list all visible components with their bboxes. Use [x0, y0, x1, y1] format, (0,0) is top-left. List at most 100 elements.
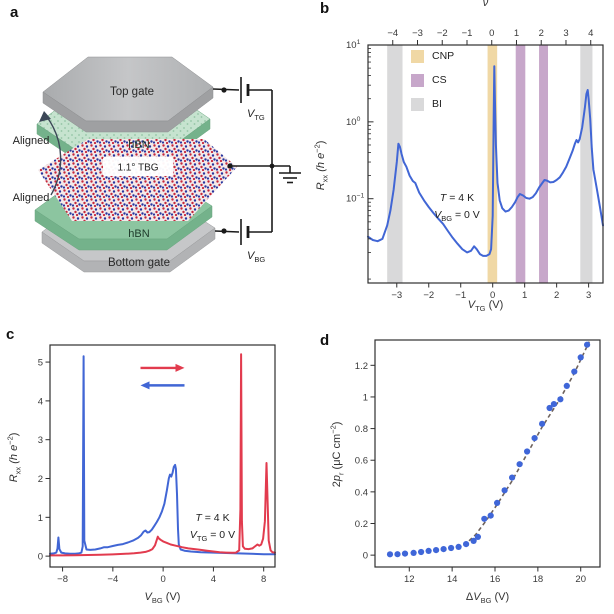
data-point	[546, 404, 553, 412]
data-point	[448, 544, 455, 552]
legend: CNP CS BI	[411, 44, 454, 116]
aligned-arrow	[46, 116, 62, 196]
conditions-annotation: T = 4 K VTG = 0 V	[189, 512, 236, 543]
top-gate-front	[42, 86, 214, 133]
top-tick-label: −1	[462, 28, 473, 39]
legend-item-bi: BI	[411, 92, 454, 116]
bottom-hbn-front	[34, 205, 213, 251]
panel-letter-a: a	[10, 4, 19, 21]
aligned-bottom-label: Aligned	[13, 192, 50, 204]
panel-c: c −8 −4 0 4 8 0 1 2 3 4 5 Rxx (h e−2) VBG (V) T = …	[0, 320, 307, 614]
contact-dot-mid	[227, 163, 233, 169]
tbg-label-box	[103, 157, 173, 176]
y-axis-title: 2pr (μC cm−2)	[328, 421, 346, 488]
y-tick-label: 5	[38, 358, 43, 369]
data-point	[524, 448, 531, 455]
data-point	[550, 401, 557, 408]
data-point	[474, 533, 481, 540]
bottom-gate-label: Bottom gate	[108, 257, 170, 269]
bottom-gate-front	[41, 227, 216, 273]
legend-item-cnp: CNP	[411, 44, 454, 68]
y-axis-title: Rxx (h e−2)	[5, 432, 23, 483]
top-tick-label: 1	[514, 28, 519, 39]
y-tick-label: 101	[346, 39, 361, 51]
top-tick-label: 2	[539, 28, 544, 39]
data-point	[557, 396, 564, 403]
data-point	[455, 543, 462, 550]
legend-swatch-cnp	[411, 49, 424, 63]
x-tick-label: 16	[490, 574, 501, 585]
tbg-label: 1.1° TBG	[117, 163, 158, 174]
y-tick-label: 0	[38, 552, 43, 563]
plot-frame	[49, 344, 276, 568]
aligned-top-label: Aligned	[13, 135, 50, 147]
plot-frame	[367, 44, 604, 284]
x-tick-label: −2	[423, 290, 434, 301]
y-tick-label: 1	[38, 513, 43, 524]
y-tick-label: 0.4	[355, 487, 368, 498]
data-point	[433, 547, 440, 554]
chart-b: −3 −2 −1 0 1 2 3 101 100 10−1 −4 −3 −2 −1 0 1 2 3 4	[346, 28, 604, 301]
y-tick-label: 100	[346, 116, 361, 128]
y-tick-label: 4	[38, 396, 43, 407]
y-tick-label: 3	[38, 435, 43, 446]
y-tick-label: 0.2	[355, 519, 368, 530]
plot-frame	[374, 339, 601, 568]
data-point	[577, 354, 584, 361]
curve-sweep-up	[49, 353, 276, 557]
region-band-BI	[580, 45, 593, 283]
contact-dot-bottom	[221, 228, 227, 234]
data-point	[481, 515, 488, 522]
y-axis-title: Rxx (h e−2)	[312, 140, 330, 191]
panel-d: d 12 14 16 18 20 0 0.2 0.4 0.6 0.8 1 1.2 2pr (μC cm…	[307, 320, 614, 614]
region-band-BI	[387, 45, 403, 283]
y-tick-label: 0.6	[355, 456, 368, 467]
fit-line	[463, 341, 591, 547]
curve-Rxx-vs-Vtg	[367, 65, 604, 257]
x-tick-label: −1	[455, 290, 466, 301]
x-tick-label: −8	[57, 574, 68, 585]
top-tick-label: −3	[412, 28, 423, 39]
y-tick-label: 1	[363, 392, 368, 403]
legend-item-cs: CS	[411, 68, 454, 92]
data-point	[440, 546, 447, 553]
top-tick-label: 3	[563, 28, 568, 39]
panel-b: b −3 −2 −1 0 1 2 3 101 100 10−1 −4 −3 −2 −1 0 1 2 3 4 ν Rx…	[307, 0, 614, 320]
data-point	[401, 550, 409, 557]
top-hbn-label: hBN	[128, 139, 149, 151]
x-tick-label: 3	[586, 290, 591, 301]
x-tick-label: 20	[575, 574, 586, 585]
data-point	[571, 368, 578, 375]
data-point	[563, 382, 570, 389]
legend-label: CS	[432, 74, 447, 86]
x-tick-label: 18	[533, 574, 544, 585]
data-point	[584, 341, 591, 348]
data-point	[470, 537, 477, 544]
panel-a: a	[0, 0, 307, 320]
region-band-CS	[515, 45, 526, 283]
top-axis-title: ν	[482, 0, 489, 9]
y-tick-label: 0	[363, 551, 368, 562]
x-tick-label: 0	[160, 574, 165, 585]
x-axis-title: VTG (V)	[467, 299, 504, 314]
data-point	[494, 499, 501, 506]
wire	[214, 230, 240, 233]
data-point	[463, 541, 470, 548]
x-axis-title: ΔVBG (V)	[465, 591, 510, 606]
device-schematic: 1.1° TBG Top gate hBN hBN Bottom gate Al…	[13, 56, 301, 273]
x-tick-label: 4	[211, 574, 216, 585]
panel-letter-c: c	[6, 326, 15, 343]
top-tick-label: −2	[437, 28, 448, 39]
tbg-sheet	[38, 139, 237, 221]
chart-d: 12 14 16 18 20 0 0.2 0.4 0.6 0.8 1 1.2	[355, 339, 601, 585]
data-point	[418, 548, 425, 556]
bottom-hbn-label: hBN	[128, 228, 149, 240]
legend-label: CNP	[432, 50, 455, 62]
legend-label: BI	[432, 98, 442, 110]
top-tick-label: 0	[489, 28, 494, 39]
x-tick-label: −4	[107, 574, 118, 585]
top-tick-label: 4	[588, 28, 593, 39]
data-point	[531, 435, 538, 442]
data-point	[425, 547, 432, 554]
